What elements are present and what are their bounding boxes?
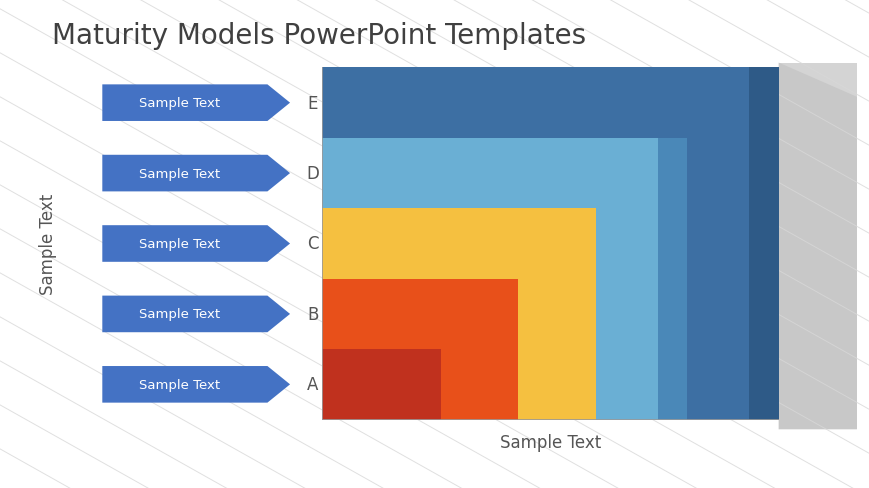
Text: C: C	[307, 235, 318, 253]
Text: Sample Text: Sample Text	[39, 193, 56, 295]
Bar	[322, 139, 687, 420]
Polygon shape	[778, 63, 856, 429]
Text: A: A	[307, 376, 318, 393]
Polygon shape	[103, 226, 289, 262]
Polygon shape	[103, 156, 289, 192]
Text: D: D	[306, 165, 319, 183]
Bar	[748, 68, 778, 420]
Bar	[657, 139, 687, 420]
Bar	[322, 349, 441, 420]
Text: B: B	[307, 305, 318, 323]
Polygon shape	[103, 366, 289, 403]
Polygon shape	[778, 63, 856, 429]
Text: Sample Text: Sample Text	[139, 167, 220, 180]
Bar	[322, 279, 518, 420]
Bar	[322, 209, 595, 420]
Polygon shape	[103, 296, 289, 332]
Text: Maturity Models PowerPoint Templates: Maturity Models PowerPoint Templates	[52, 22, 586, 50]
Text: Sample Text: Sample Text	[139, 378, 220, 391]
Text: Sample Text: Sample Text	[139, 97, 220, 110]
Text: Sample Text: Sample Text	[139, 308, 220, 321]
Text: Sample Text: Sample Text	[139, 238, 220, 250]
Text: E: E	[307, 95, 317, 112]
X-axis label: Sample Text: Sample Text	[499, 433, 600, 451]
Polygon shape	[103, 85, 289, 122]
